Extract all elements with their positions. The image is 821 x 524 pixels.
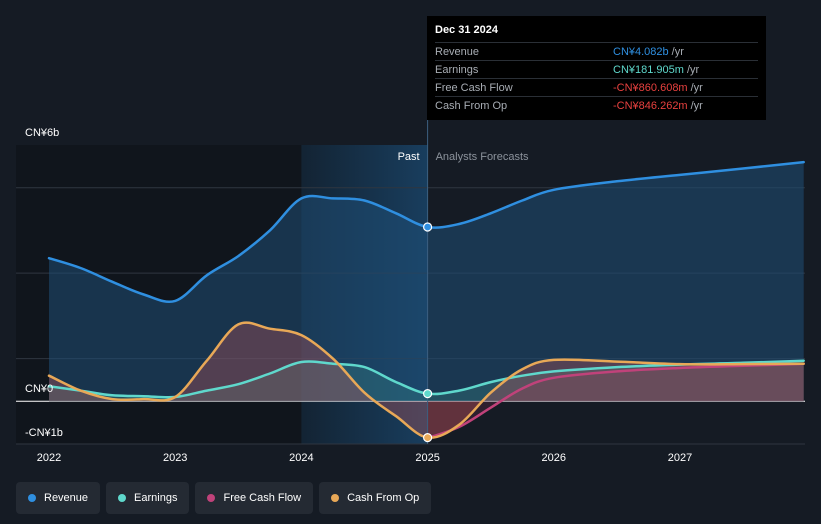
cash-from-op-dot-icon	[331, 494, 340, 502]
tooltip: Dec 31 2024 Revenue CN¥4.082b /yr Earnin…	[427, 16, 766, 120]
earnings-marker	[423, 388, 433, 399]
tooltip-row-cash-from-op: Cash From Op -CN¥846.262m /yr	[435, 96, 758, 114]
tooltip-label: Earnings	[435, 63, 479, 76]
legend-item-revenue[interactable]: Revenue	[16, 482, 101, 514]
tooltip-label: Cash From Op	[435, 99, 508, 112]
tooltip-value: -CN¥846.262m	[613, 99, 688, 112]
forecast-label: Analysts Forecasts	[436, 151, 529, 163]
y-tick-label: -CN¥1b	[25, 427, 63, 439]
tooltip-label: Free Cash Flow	[435, 81, 513, 94]
x-axis-ticks: 2022 2023 2024 2025 2026 2027	[37, 452, 692, 464]
tooltip-row-earnings: Earnings CN¥181.905m /yr	[435, 60, 758, 78]
tooltip-value: -CN¥860.608m	[613, 81, 688, 94]
x-tick-label: 2024	[289, 452, 313, 464]
earnings-line	[47, 359, 805, 399]
cfo-line	[47, 321, 805, 440]
tooltip-unit: /yr	[690, 99, 703, 112]
tooltip-date: Dec 31 2024	[435, 24, 498, 36]
tooltip-value: CN¥4.082b	[613, 45, 669, 58]
tooltip-label: Revenue	[435, 45, 480, 58]
legend-item-free-cash-flow[interactable]: Free Cash Flow	[195, 482, 314, 514]
fcf-area	[427, 363, 804, 438]
x-tick-label: 2023	[163, 452, 187, 464]
revenue-line	[47, 160, 805, 303]
tooltip-unit: /yr	[690, 81, 703, 94]
tooltip-row-free-cash-flow: Free Cash Flow -CN¥860.608m /yr	[435, 78, 758, 96]
x-tick-label: 2026	[542, 452, 566, 464]
past-label: Past	[398, 151, 420, 163]
fcf-line	[426, 362, 805, 440]
legend-label: Free Cash Flow	[223, 492, 302, 504]
x-tick-label: 2025	[415, 452, 439, 464]
legend-item-cash-from-op[interactable]: Cash From Op	[319, 482, 432, 514]
earnings-dot-icon	[118, 494, 127, 502]
revenue-marker	[423, 222, 433, 232]
y-tick-label: CN¥6b	[25, 127, 59, 139]
x-tick-label: 2027	[668, 452, 692, 464]
y-axis-ticks: CN¥6b CN¥0 -CN¥1b	[25, 127, 63, 439]
legend-label: Earnings	[134, 492, 178, 504]
legend: Revenue Earnings Free Cash Flow Cash Fro…	[16, 482, 432, 514]
revenue-area	[49, 162, 804, 402]
series-markers	[423, 222, 433, 443]
cfo-area	[49, 322, 804, 438]
cfo-marker	[423, 432, 433, 443]
y-tick-label: CN¥0	[25, 383, 53, 395]
tooltip-value: CN¥181.905m	[613, 63, 684, 76]
revenue-dot-icon	[28, 494, 36, 502]
tooltip-row-revenue: Revenue CN¥4.082b /yr	[435, 42, 758, 60]
x-tick-label: 2022	[37, 452, 61, 464]
legend-label: Revenue	[44, 492, 89, 504]
legend-item-earnings[interactable]: Earnings	[106, 482, 190, 514]
tooltip-unit: /yr	[686, 63, 700, 76]
series-lines	[47, 160, 805, 440]
legend-label: Cash From Op	[347, 492, 420, 504]
free-cash-flow-dot-icon	[207, 494, 216, 502]
tooltip-unit: /yr	[671, 45, 684, 58]
